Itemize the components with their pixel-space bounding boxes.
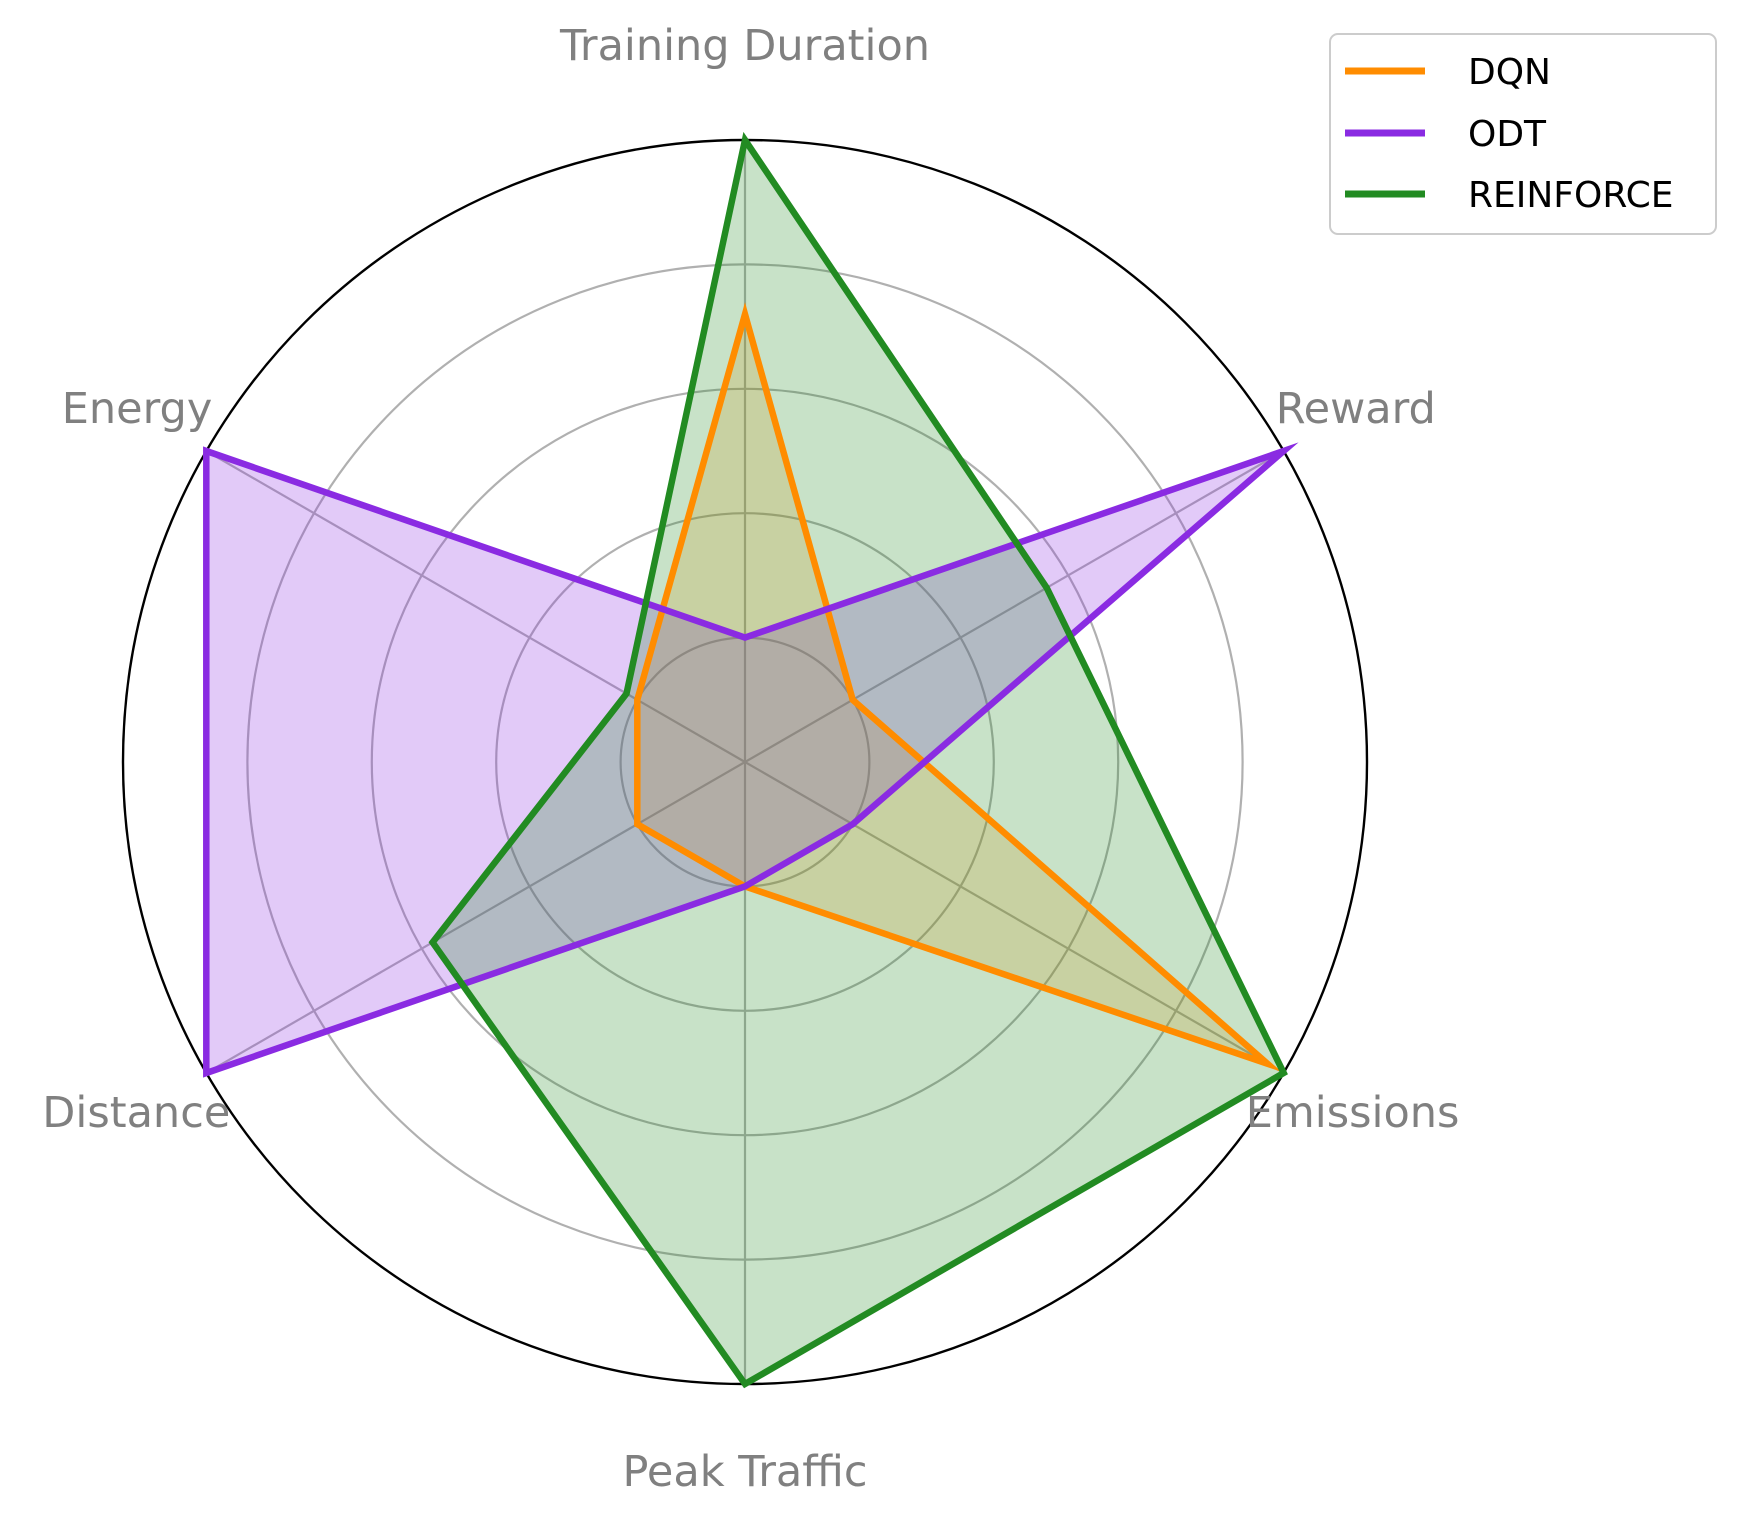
legend-label-odt: ODT [1468,114,1547,155]
legend-label-dqn: DQN [1468,52,1551,93]
grid-spoke-emissions [744,761,1285,1074]
series-fill-odt [206,451,1284,1073]
axis-label-layer: Training Duration Reward Emissions Peak … [42,21,1459,1497]
series-line-reinforce [428,131,1288,1389]
grid-spoke-energy [205,450,746,763]
series-fill-reinforce [432,140,1284,1384]
axis-label-distance: Distance [42,1088,230,1138]
grid-spoke-distance [205,761,746,1074]
axis-label-reward: Reward [1276,384,1436,434]
legend: DQN ODT REINFORCE [1329,33,1717,235]
series-fill-layer [206,140,1284,1384]
grid-spoke-reward [744,450,1285,763]
axis-label-energy: Energy [62,384,213,434]
axis-label-peak-traffic: Peak Traffic [623,1447,868,1497]
legend-label-reinforce: REINFORCE [1468,175,1673,216]
legend-frame [1329,33,1717,235]
series-line-odt [203,442,1299,1078]
axis-label-emissions: Emissions [1246,1088,1460,1138]
axis-label-training-duration: Training Duration [559,21,930,71]
series-line-layer [203,131,1299,1389]
